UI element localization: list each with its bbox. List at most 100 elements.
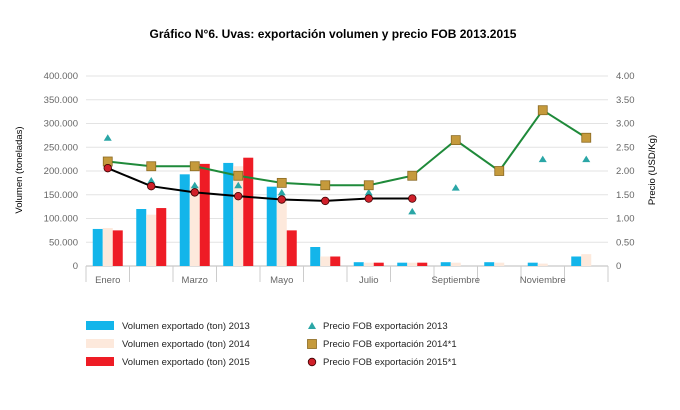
bar	[440, 262, 451, 266]
square-marker	[494, 166, 505, 176]
legend-label: Volumen exportado (ton) 2013	[122, 321, 250, 332]
triangle-marker	[538, 155, 547, 163]
circle-marker	[277, 195, 286, 204]
bar	[373, 262, 384, 266]
bar	[494, 262, 505, 266]
bar	[266, 186, 277, 266]
bar	[363, 262, 374, 266]
y2-tick-label: 0	[616, 261, 621, 272]
x-tick-label: Marzo	[182, 275, 208, 286]
square-marker	[450, 135, 461, 146]
bar	[233, 166, 244, 266]
circle-marker	[364, 194, 373, 203]
legend-circle-icon	[307, 357, 317, 367]
y2-tick-label: 3.50	[616, 95, 635, 106]
y2-axis-ticks: 0 0.50 1.00 1.50 2.00 2.50 3.00 3.50 4.00	[616, 71, 635, 272]
bar	[92, 228, 103, 266]
x-tick-label: Enero	[95, 275, 120, 286]
square-marker	[146, 161, 157, 172]
bar	[276, 200, 287, 266]
y-tick-label: 250.000	[44, 142, 78, 153]
circle-marker	[234, 191, 243, 201]
legend-label: Volumen exportado (ton) 2014	[122, 339, 250, 350]
price-lines	[107, 108, 587, 202]
bar	[223, 162, 234, 266]
legend-label: Volumen exportado (ton) 2015	[122, 357, 250, 368]
bar	[286, 230, 297, 266]
legend-swatch	[86, 321, 114, 330]
bar	[320, 256, 331, 266]
bar	[156, 208, 167, 266]
x-tick-label: Noviembre	[520, 275, 566, 286]
bar	[330, 256, 341, 266]
bar	[571, 256, 582, 266]
y-tick-label: 150.000	[44, 190, 78, 201]
square-marker	[407, 170, 418, 181]
circle-marker	[147, 181, 156, 191]
price-line	[107, 108, 587, 187]
circle-marker	[190, 188, 199, 197]
square-marker	[537, 105, 548, 116]
price-line	[107, 167, 413, 202]
y2-tick-label: 1.00	[616, 214, 635, 225]
circle-marker	[103, 163, 112, 173]
triangle-marker	[582, 155, 591, 163]
y2-tick-label: 2.50	[616, 142, 635, 153]
triangle-marker	[408, 207, 417, 215]
legend-label: Precio FOB exportación 2014*1	[323, 339, 457, 350]
bar	[179, 174, 190, 266]
bar	[199, 163, 210, 266]
y-tick-label: 300.000	[44, 119, 78, 130]
bar	[397, 262, 408, 266]
square-marker	[581, 132, 592, 143]
bar	[102, 228, 113, 266]
y-tick-label: 0	[73, 261, 78, 272]
legend: Volumen exportado (ton) 2013 Volumen expo…	[86, 321, 457, 368]
bars	[92, 157, 592, 266]
circle-marker	[321, 196, 330, 206]
grid	[85, 75, 609, 282]
legend-square-icon	[307, 339, 317, 349]
y-axis-label: Volumen (toneladas)	[14, 126, 25, 213]
bar	[189, 186, 200, 266]
legend-label: Precio FOB exportación 2015*1	[323, 357, 457, 368]
bar	[537, 263, 548, 266]
triangle-marker	[103, 134, 112, 141]
triangle-marker	[451, 184, 460, 191]
x-tick-label: Mayo	[270, 275, 293, 286]
circle-marker	[408, 194, 417, 203]
y-tick-label: 100.000	[44, 214, 78, 225]
y-tick-label: 350.000	[44, 95, 78, 106]
y2-tick-label: 3.00	[616, 119, 635, 130]
x-tick-label: Julio	[359, 275, 379, 286]
y2-tick-label: 0.50	[616, 237, 635, 248]
triangle-marker	[277, 188, 286, 196]
bar	[417, 262, 428, 266]
x-axis-ticks: Enero Marzo Mayo Julio Septiembre Noviembre	[95, 275, 566, 286]
bar	[310, 247, 321, 266]
bar	[136, 209, 147, 266]
legend-swatch	[86, 339, 114, 348]
chart-title: Gráfico N°6. Uvas: exportación volumen y…	[150, 27, 517, 41]
triangle-marker	[364, 188, 373, 196]
y2-tick-label: 2.00	[616, 166, 635, 177]
bar	[146, 214, 157, 266]
square-marker	[276, 177, 287, 188]
bar	[407, 262, 418, 266]
bar	[353, 262, 364, 266]
triangle-marker	[190, 181, 199, 189]
y2-tick-label: 1.50	[616, 190, 635, 201]
bar	[527, 262, 538, 266]
y2-axis-label: Precio (USD/Kg)	[647, 135, 658, 205]
triangle-marker	[234, 181, 243, 189]
square-marker	[233, 170, 244, 181]
legend-triangle-icon	[308, 322, 316, 329]
bar	[581, 254, 592, 266]
square-marker	[363, 180, 374, 191]
x-tick-label: Septiembre	[431, 275, 480, 286]
price-markers	[102, 105, 592, 215]
triangle-marker	[147, 177, 156, 184]
legend-swatch	[86, 357, 114, 366]
y-tick-label: 400.000	[44, 71, 78, 82]
